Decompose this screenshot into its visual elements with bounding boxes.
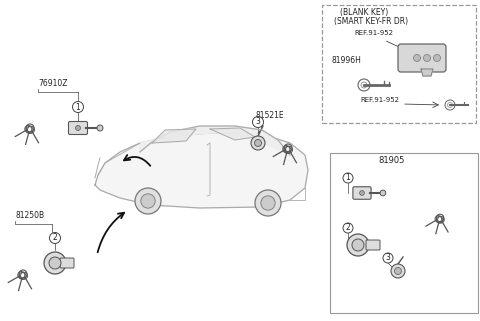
Text: 81250B: 81250B [15, 211, 44, 220]
Circle shape [423, 55, 431, 62]
Circle shape [360, 191, 364, 195]
Text: (BLANK KEY): (BLANK KEY) [340, 8, 388, 17]
Bar [330, 153, 478, 313]
FancyBboxPatch shape [353, 187, 371, 199]
Text: REF.91-952: REF.91-952 [360, 97, 399, 103]
Text: 81996H: 81996H [332, 56, 362, 65]
Polygon shape [95, 133, 308, 208]
Polygon shape [421, 69, 433, 76]
Circle shape [251, 136, 265, 150]
Circle shape [391, 264, 405, 278]
Circle shape [383, 253, 393, 263]
Circle shape [252, 117, 264, 127]
Text: 76910Z: 76910Z [38, 79, 68, 88]
Circle shape [44, 252, 66, 274]
FancyBboxPatch shape [366, 240, 380, 250]
Circle shape [141, 194, 155, 208]
Circle shape [343, 223, 353, 233]
FancyBboxPatch shape [60, 258, 74, 268]
Circle shape [261, 196, 275, 210]
Circle shape [413, 55, 420, 62]
Circle shape [395, 267, 401, 274]
FancyBboxPatch shape [69, 122, 87, 134]
Circle shape [352, 239, 364, 251]
Text: (SMART KEY-FR DR): (SMART KEY-FR DR) [334, 17, 408, 26]
Polygon shape [210, 128, 255, 140]
Text: 1: 1 [346, 173, 350, 183]
Circle shape [343, 173, 353, 183]
Circle shape [49, 257, 61, 269]
FancyBboxPatch shape [398, 44, 446, 72]
Circle shape [380, 190, 386, 196]
Text: 1: 1 [76, 102, 80, 111]
Circle shape [97, 125, 103, 131]
Text: 81521E: 81521E [255, 111, 284, 120]
Circle shape [75, 126, 81, 131]
Text: 81905: 81905 [378, 156, 404, 165]
Circle shape [433, 55, 441, 62]
Circle shape [347, 234, 369, 256]
Polygon shape [140, 126, 290, 155]
Polygon shape [152, 129, 196, 143]
Circle shape [72, 101, 84, 112]
Circle shape [255, 190, 281, 216]
Bar [322, 5, 476, 123]
Text: 3: 3 [385, 254, 390, 263]
Circle shape [49, 232, 60, 244]
Text: REF.91-952: REF.91-952 [354, 30, 393, 36]
Circle shape [135, 188, 161, 214]
Text: 3: 3 [255, 117, 261, 126]
Text: 2: 2 [53, 233, 58, 242]
Circle shape [254, 140, 262, 146]
Text: 2: 2 [346, 223, 350, 232]
